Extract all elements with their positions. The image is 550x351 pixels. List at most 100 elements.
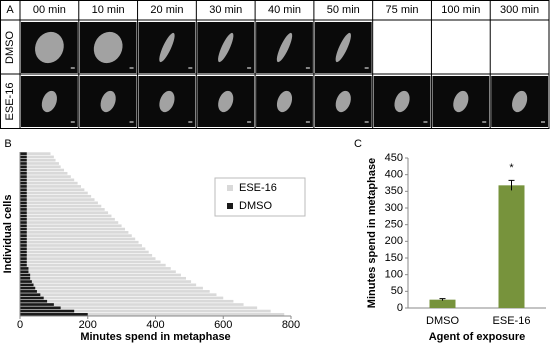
bar: [20, 231, 27, 234]
bar: [20, 240, 139, 244]
bar: [20, 185, 81, 188]
bar: [20, 165, 61, 169]
bar: [20, 165, 27, 169]
y-tick-label: 400: [385, 169, 403, 181]
bar: [20, 214, 27, 218]
y-axis-title: Individual cells: [2, 195, 14, 274]
x-tick-label: ESE-16: [493, 315, 531, 327]
bar: [20, 260, 161, 264]
bar: [20, 194, 27, 198]
bar: [20, 234, 132, 237]
bar: [20, 224, 27, 228]
bar: [20, 194, 92, 198]
bar: [20, 299, 48, 303]
bar: [20, 313, 88, 316]
bar: [20, 224, 122, 228]
bar: [20, 185, 27, 188]
bar: [20, 155, 54, 159]
bar: [20, 276, 31, 280]
bar: [20, 214, 112, 218]
panel-label: C: [354, 138, 362, 150]
bar: [20, 263, 166, 267]
bar: [20, 306, 61, 310]
bar: [20, 273, 181, 277]
bar: [20, 247, 27, 251]
bar: [20, 208, 27, 211]
bar: [20, 227, 27, 231]
y-axis-title: Minutes spend in metaphase: [366, 158, 378, 308]
bar: [20, 191, 88, 195]
bar: [20, 276, 186, 280]
chromatin: [41, 90, 57, 113]
bar: [20, 286, 36, 290]
bar: [20, 158, 56, 162]
time-label: 20 min: [150, 4, 183, 16]
bar: [20, 309, 271, 313]
bar: [20, 175, 27, 178]
bar: [20, 313, 285, 316]
panel-a: A 00 min 10 min 20 min 30 min 40 min 50 min 75 …: [0, 0, 550, 129]
bar: [20, 171, 68, 175]
chromatin: [335, 32, 351, 63]
bar: [20, 217, 27, 221]
grid-frame: [0, 0, 550, 129]
x-axis-title: Agent of exposure: [429, 331, 526, 343]
bar: [20, 273, 31, 277]
bar: [20, 283, 34, 287]
bar: [20, 152, 51, 155]
bar: [20, 296, 44, 300]
chromatin: [100, 90, 116, 113]
bar: [498, 185, 525, 308]
legend-label: ESE-16: [239, 182, 277, 194]
y-tick-label: 150: [385, 252, 403, 264]
time-label: 300 min: [500, 4, 539, 16]
bar: [20, 299, 234, 303]
bar: [20, 211, 109, 215]
bar: [20, 198, 95, 201]
bar: [20, 257, 156, 260]
bar: [20, 309, 75, 313]
bar: [20, 162, 27, 165]
chromatin: [394, 90, 410, 113]
time-label: 50 min: [327, 4, 360, 16]
bar: [20, 244, 27, 247]
bar: [20, 155, 27, 159]
legend-swatch: [227, 203, 233, 209]
bar: [20, 178, 27, 182]
legend-label: DMSO: [239, 200, 272, 212]
panel-b: B Individual cells Minutes spend in metaph…: [2, 138, 306, 343]
row-label: ESE-16: [4, 83, 16, 121]
bar: [20, 204, 102, 208]
bar: [20, 217, 115, 221]
chromatin: [276, 90, 293, 113]
bar: [20, 178, 75, 182]
bar: [20, 168, 65, 172]
bar: [20, 227, 126, 231]
bar: [20, 152, 27, 155]
bar: [20, 286, 203, 290]
bar: [20, 303, 244, 306]
x-tick-label: 800: [282, 319, 300, 331]
bar: [20, 188, 27, 192]
bar: [20, 250, 149, 254]
y-tick-label: 250: [385, 219, 403, 231]
bar: [20, 237, 27, 241]
time-label: 75 min: [386, 4, 419, 16]
bar: [20, 250, 27, 254]
bar: [20, 267, 29, 270]
chromatin: [335, 90, 351, 113]
bar: [20, 201, 27, 205]
bar: [20, 306, 258, 310]
legend-swatch: [227, 185, 233, 191]
bar: [20, 267, 171, 270]
bar: [20, 260, 27, 264]
bar: [20, 181, 78, 185]
bar: [20, 171, 27, 175]
bar: [20, 211, 27, 215]
x-axis-title: Minutes spend in metaphase: [80, 331, 230, 343]
bar: [20, 270, 29, 274]
bar: [20, 244, 142, 247]
bar: [20, 247, 146, 251]
bar: [20, 303, 54, 306]
bar: [20, 280, 32, 283]
